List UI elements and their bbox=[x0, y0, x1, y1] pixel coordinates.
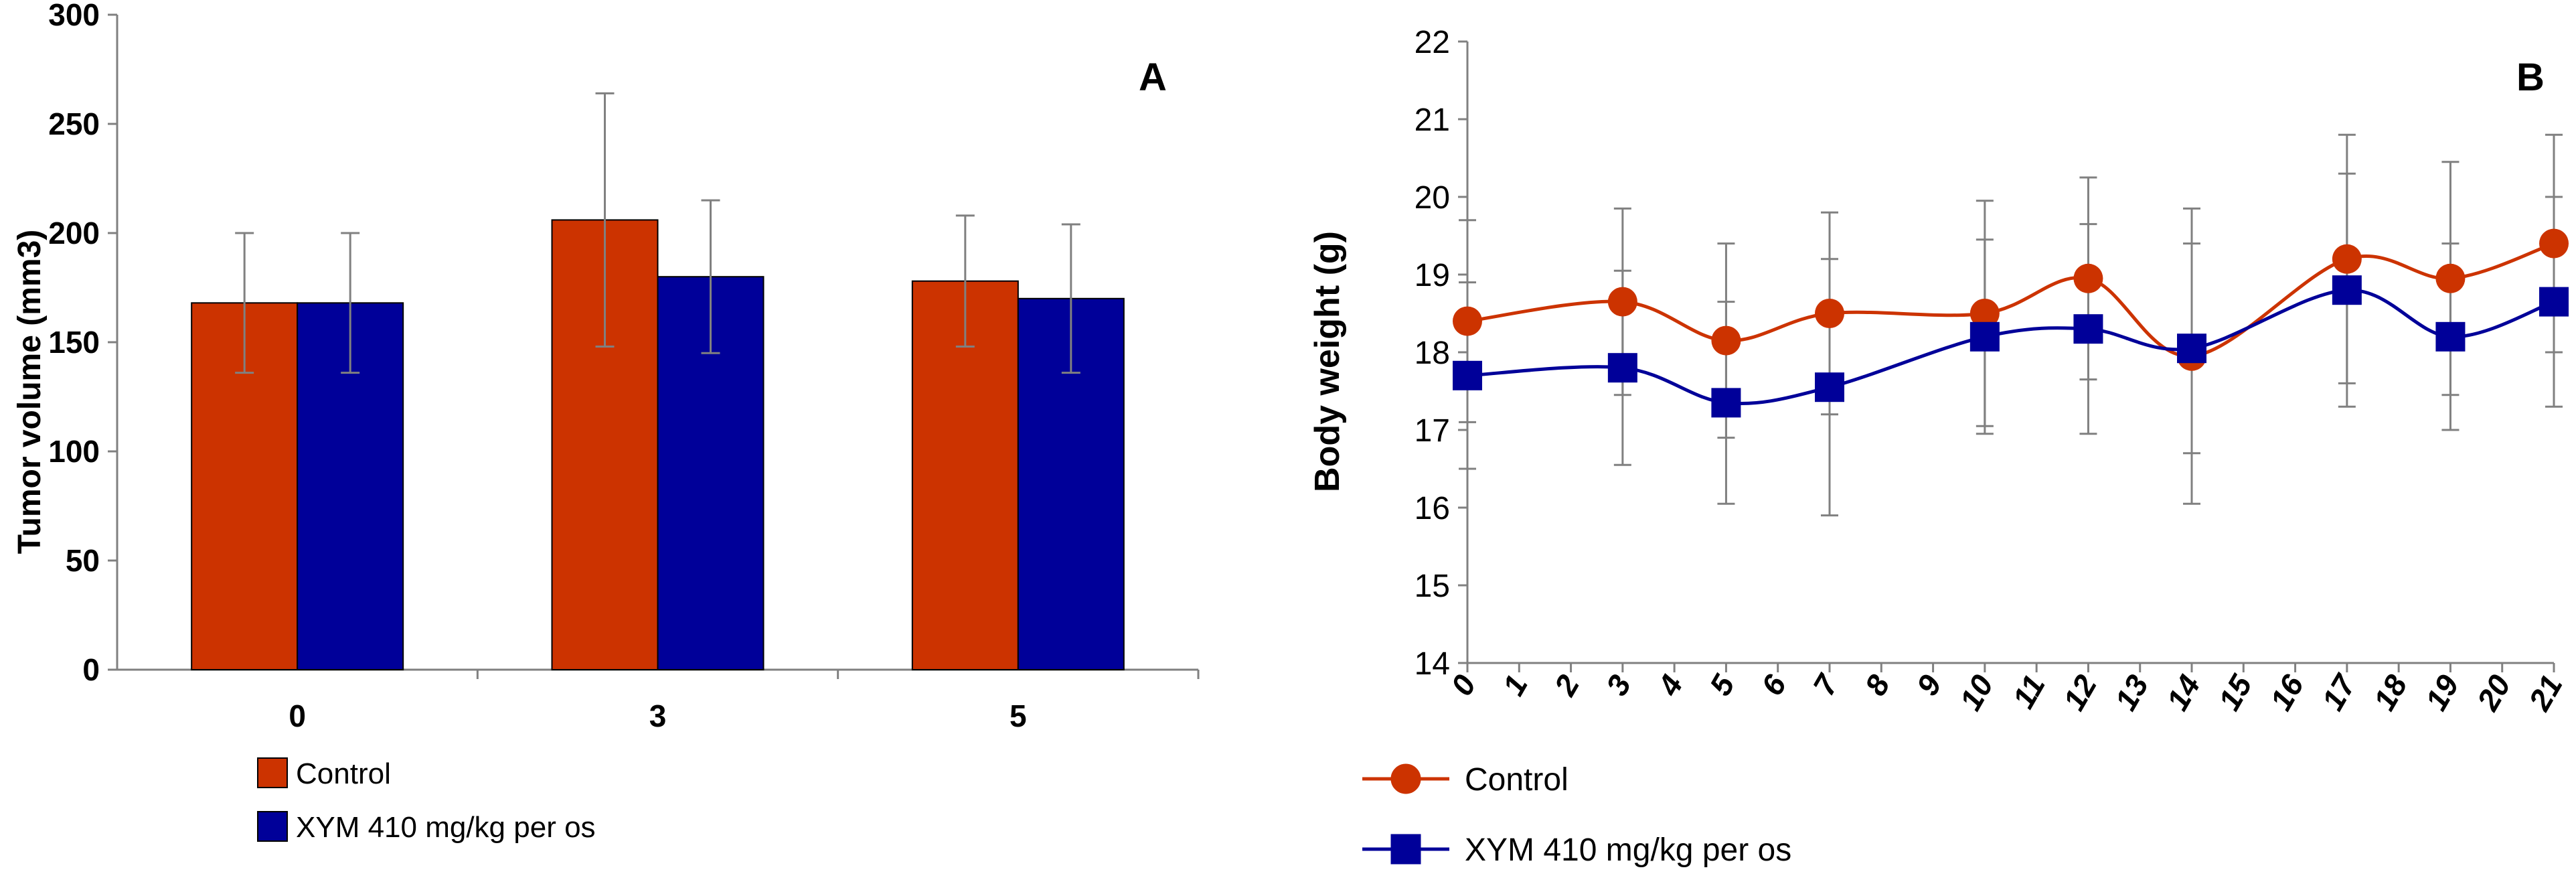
panel-b-point-control-day-21 bbox=[2539, 228, 2569, 258]
legend-a-label-control: Control bbox=[296, 757, 391, 790]
panel-b-x-tick-label: 16 bbox=[2263, 669, 2311, 717]
panel-b-y-tick-label: 22 bbox=[1415, 25, 1450, 60]
panel-b-x-tick-label: 19 bbox=[2418, 669, 2466, 717]
panel-b-point-control-day-12 bbox=[2073, 263, 2103, 293]
panel-b-point-xym-day-3 bbox=[1607, 353, 1637, 383]
panel-b-line-xym bbox=[1467, 288, 2555, 406]
panel-b-point-xym-day-14 bbox=[2177, 334, 2206, 364]
panel-b-point-control-day-0 bbox=[1453, 306, 1482, 336]
panel-b-point-xym-day-10 bbox=[1969, 321, 2000, 352]
panel-b-x-tick-label: 3 bbox=[1599, 669, 1638, 702]
panel-b-point-xym-day-19 bbox=[2435, 321, 2466, 352]
panel-a-y-tick-label: 300 bbox=[48, 0, 100, 32]
panel-b-legend: Control XYM 410 mg/kg per os bbox=[1362, 762, 1791, 868]
panel-b-x-tick-label: 11 bbox=[2006, 669, 2052, 714]
panel-b-y-tick-label: 18 bbox=[1415, 336, 1450, 371]
panel-a-x-tick-label: 0 bbox=[289, 698, 306, 733]
panel-b-y-tick-label: 20 bbox=[1415, 180, 1450, 216]
panel-b-series-lines bbox=[1467, 242, 2555, 406]
panel-b-y-tick-label: 21 bbox=[1415, 102, 1450, 138]
panel-b-point-xym-day-5 bbox=[1711, 388, 1741, 418]
panel-a-tick-labels: 0 50 100 150 200 250 300 0 3 5 bbox=[48, 0, 1026, 733]
panel-a-y-tick-label: 200 bbox=[48, 216, 100, 250]
legend-b-label-xym: XYM 410 mg/kg per os bbox=[1465, 832, 1791, 868]
panel-a-y-tick-label: 150 bbox=[48, 325, 100, 360]
panel-b-x-tick-label: 2 bbox=[1547, 669, 1587, 702]
legend-a-swatch-xym bbox=[257, 811, 288, 842]
panel-b-point-control-day-5 bbox=[1711, 325, 1741, 356]
panel-a-y-tick-label: 50 bbox=[66, 543, 100, 578]
panel-b-x-tick-label: 13 bbox=[2108, 669, 2156, 717]
panel-b-point-control-day-3 bbox=[1607, 287, 1637, 317]
panel-a-y-tick-label: 250 bbox=[48, 106, 100, 141]
panel-b-x-tick-label: 1 bbox=[1496, 669, 1534, 701]
panel-a-y-tick-label: 100 bbox=[48, 434, 100, 469]
panel-a-error-bars bbox=[235, 92, 1080, 374]
panel-a-y-axis-label: Tumor volume (mm3) bbox=[12, 230, 48, 554]
panel-b-x-tick-label: 20 bbox=[2470, 669, 2517, 717]
panel-b-x-tick-label: 7 bbox=[1806, 668, 1846, 701]
panel-b-point-control-day-19 bbox=[2435, 263, 2466, 293]
panel-b-y-tick-label: 14 bbox=[1415, 646, 1450, 682]
panel-b-markers bbox=[1453, 228, 2569, 418]
panel-b-point-control-day-10 bbox=[1969, 299, 2000, 328]
panel-b-x-tick-label: 0 bbox=[1444, 669, 1483, 702]
panel-a-x-tick-label: 3 bbox=[649, 698, 667, 733]
panel-b-y-tick-label: 17 bbox=[1415, 413, 1450, 449]
panel-b-x-tick-label: 10 bbox=[1953, 669, 2000, 717]
panel-b-point-control-day-17 bbox=[2332, 244, 2362, 274]
panel-b-x-tick-label: 4 bbox=[1650, 669, 1689, 702]
panel-b-y-tick-label: 19 bbox=[1415, 258, 1450, 293]
panel-b-point-control-day-7 bbox=[1815, 299, 1844, 328]
panel-a-y-tick-label: 0 bbox=[82, 652, 100, 687]
panel-a-bar-chart: A Tumor volume (mm3) 0501001502002503000… bbox=[12, 0, 1200, 844]
panel-b-y-tick-label: 16 bbox=[1415, 491, 1450, 526]
panel-b-y-axis-label: Body weight (g) bbox=[1308, 231, 1347, 492]
panel-b-x-tick-label: 17 bbox=[2315, 668, 2363, 716]
panel-b-point-xym-day-21 bbox=[2539, 287, 2569, 317]
panel-a-label: A bbox=[1139, 56, 1167, 99]
panel-b-point-xym-day-12 bbox=[2073, 314, 2103, 344]
panel-b-label: B bbox=[2516, 56, 2545, 99]
panel-b-x-tick-label: 14 bbox=[2160, 669, 2207, 716]
panel-b-error-bars bbox=[1459, 133, 2563, 517]
panel-b-x-tick-label: 6 bbox=[1755, 669, 1793, 702]
panel-b-point-xym-day-0 bbox=[1453, 360, 1482, 390]
legend-a-swatch-control bbox=[257, 757, 288, 788]
panel-b-x-tick-label: 12 bbox=[2056, 669, 2103, 717]
panel-b-x-tick-label: 15 bbox=[2211, 668, 2259, 717]
legend-a-label-xym: XYM 410 mg/kg per os bbox=[296, 811, 596, 844]
panel-a-legend: Control XYM 410 mg/kg per os bbox=[257, 757, 596, 844]
legend-b-marker-xym bbox=[1390, 834, 1421, 865]
panel-b-x-tick-label: 9 bbox=[1909, 669, 1948, 702]
panel-b-x-tick-label: 8 bbox=[1858, 669, 1897, 702]
panel-b-x-tick-label: 21 bbox=[2522, 669, 2569, 717]
legend-b-marker-control bbox=[1390, 763, 1421, 794]
panel-b-x-tick-label: 5 bbox=[1702, 668, 1742, 701]
panel-a-x-tick-label: 5 bbox=[1010, 698, 1027, 733]
panel-b-line-control bbox=[1467, 242, 2555, 358]
panel-a-bars bbox=[191, 219, 1125, 671]
legend-b-label-control: Control bbox=[1465, 762, 1568, 798]
panel-b-point-xym-day-7 bbox=[1815, 372, 1844, 402]
panel-b-point-xym-day-17 bbox=[2332, 275, 2362, 305]
panel-b-x-tick-label: 18 bbox=[2366, 669, 2414, 717]
panel-b-y-tick-label: 15 bbox=[1415, 569, 1450, 604]
